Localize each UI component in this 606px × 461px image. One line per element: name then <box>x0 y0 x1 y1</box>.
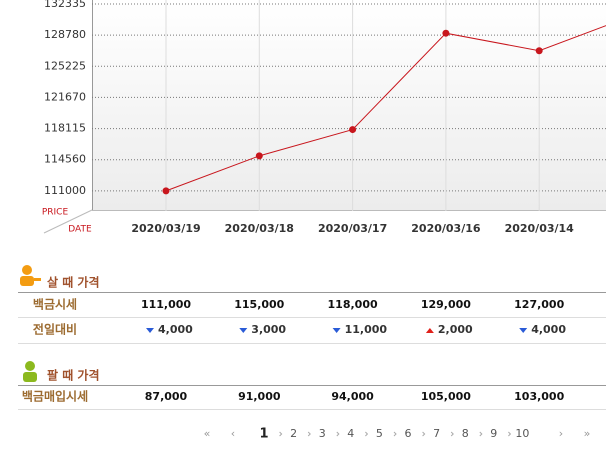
page-separator <box>422 431 426 437</box>
page-last[interactable]: » <box>584 427 591 440</box>
page-number[interactable]: 3 <box>319 427 326 440</box>
buy-title: 살 때 가격 <box>47 275 100 290</box>
up-arrow <box>425 328 434 333</box>
page-number[interactable]: 2 <box>290 427 297 440</box>
cell: 103,000 <box>514 390 564 403</box>
page-separator <box>336 431 340 437</box>
buy-icon <box>20 265 41 286</box>
plot-bg <box>92 0 606 211</box>
cell: 4,000 <box>531 323 566 336</box>
y-tick-label: 121670 <box>44 90 86 103</box>
page-number[interactable]: 10 <box>515 427 529 440</box>
page-number[interactable]: 9 <box>490 427 497 440</box>
cell: 115,000 <box>234 298 284 311</box>
cell: 129,000 <box>421 298 471 311</box>
page-prev[interactable]: ‹ <box>231 427 235 440</box>
cell: 91,000 <box>238 390 281 403</box>
page-separator <box>479 431 483 437</box>
cell: 111,000 <box>141 298 191 311</box>
point <box>255 152 263 160</box>
line <box>165 25 606 192</box>
cell: 4,000 <box>158 323 193 336</box>
page-number[interactable]: 4 <box>347 427 354 440</box>
cell: 118,000 <box>328 298 378 311</box>
page-number[interactable]: 7 <box>433 427 440 440</box>
cell: 105,000 <box>421 390 471 403</box>
cell: 87,000 <box>145 390 188 403</box>
down-arrow <box>239 328 248 333</box>
y-tick-label: 118115 <box>44 122 86 135</box>
x-tick-label: 2020/03/14 <box>505 222 575 235</box>
cell: 11,000 <box>345 323 388 336</box>
y-tick-label: 128780 <box>44 28 86 41</box>
down-arrow <box>332 328 341 333</box>
down-arrow <box>146 328 154 333</box>
point <box>162 187 170 195</box>
cell: 94,000 <box>331 390 374 403</box>
page-number[interactable]: 5 <box>376 427 383 440</box>
row-label: 백금시세 <box>33 297 77 312</box>
y-tick-label: 114560 <box>44 153 86 166</box>
x-tick-label: 2020/03/19 <box>131 222 200 235</box>
y-tick-label: 125225 <box>44 59 86 72</box>
page-number[interactable]: 1 <box>259 427 268 442</box>
y-axis-label: PRICE <box>42 208 69 218</box>
page-number[interactable]: 6 <box>405 427 412 440</box>
page-number[interactable]: 8 <box>462 427 469 440</box>
x-axis-label: DATE <box>68 225 92 235</box>
sell-title: 팔 때 가격 <box>47 368 100 383</box>
page-first[interactable]: « <box>204 427 211 440</box>
cell: 127,000 <box>514 298 564 311</box>
sell-icon <box>23 361 37 382</box>
x-tick-label: 2020/03/17 <box>318 222 387 235</box>
row-label: 백금매입시세 <box>22 389 88 404</box>
page-separator <box>393 431 397 437</box>
page-separator <box>365 431 369 437</box>
cell: 3,000 <box>251 323 286 336</box>
point <box>442 29 450 37</box>
page-separator <box>450 431 454 437</box>
x-tick-label: 2020/03/18 <box>225 222 294 235</box>
y-tick-label: 111000 <box>44 184 86 197</box>
page-next[interactable]: › <box>559 427 563 440</box>
page-separator <box>307 431 311 437</box>
cell: 2,000 <box>438 323 473 336</box>
page-separator <box>508 431 512 437</box>
point <box>349 126 357 134</box>
x-tick-label: 2020/03/16 <box>411 222 481 235</box>
y-tick-label: 132335 <box>44 0 86 10</box>
corner-line <box>43 209 93 234</box>
row-label: 전일대비 <box>33 322 77 337</box>
down-arrow <box>519 328 528 333</box>
page-separator <box>279 431 283 437</box>
point <box>535 47 543 55</box>
